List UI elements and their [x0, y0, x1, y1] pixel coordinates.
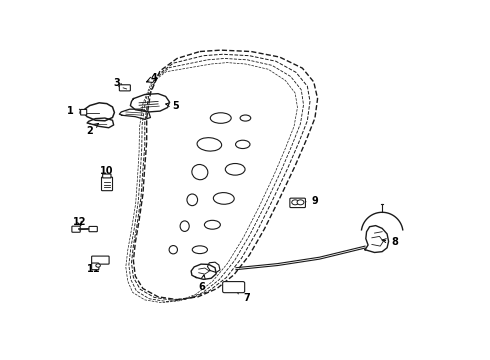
Ellipse shape: [210, 113, 231, 123]
FancyBboxPatch shape: [72, 226, 80, 232]
FancyBboxPatch shape: [102, 174, 111, 178]
Text: 8: 8: [382, 237, 398, 247]
Circle shape: [96, 264, 100, 267]
FancyBboxPatch shape: [101, 177, 113, 191]
Text: 7: 7: [236, 290, 250, 303]
Text: 12: 12: [73, 217, 86, 227]
Ellipse shape: [169, 246, 177, 254]
FancyBboxPatch shape: [92, 256, 109, 264]
Text: 9: 9: [301, 196, 319, 206]
Ellipse shape: [236, 140, 250, 149]
FancyBboxPatch shape: [81, 109, 87, 115]
Text: 11: 11: [87, 264, 100, 274]
Circle shape: [297, 200, 304, 205]
Text: 3: 3: [113, 77, 123, 87]
FancyBboxPatch shape: [290, 198, 305, 208]
Text: 5: 5: [166, 100, 178, 111]
Text: 2: 2: [86, 123, 98, 135]
Ellipse shape: [225, 163, 245, 175]
Ellipse shape: [213, 193, 234, 204]
FancyBboxPatch shape: [222, 282, 245, 293]
Ellipse shape: [204, 220, 220, 229]
FancyBboxPatch shape: [89, 226, 98, 232]
Text: 10: 10: [100, 166, 114, 179]
FancyBboxPatch shape: [92, 263, 99, 270]
Text: 4: 4: [151, 73, 158, 83]
Text: 6: 6: [198, 275, 205, 292]
Ellipse shape: [197, 138, 221, 151]
Text: 1: 1: [67, 106, 83, 116]
Ellipse shape: [192, 246, 207, 253]
Ellipse shape: [240, 115, 251, 121]
FancyBboxPatch shape: [120, 85, 130, 91]
Ellipse shape: [187, 194, 197, 206]
Ellipse shape: [192, 165, 208, 180]
Circle shape: [292, 200, 298, 205]
Ellipse shape: [180, 221, 189, 231]
